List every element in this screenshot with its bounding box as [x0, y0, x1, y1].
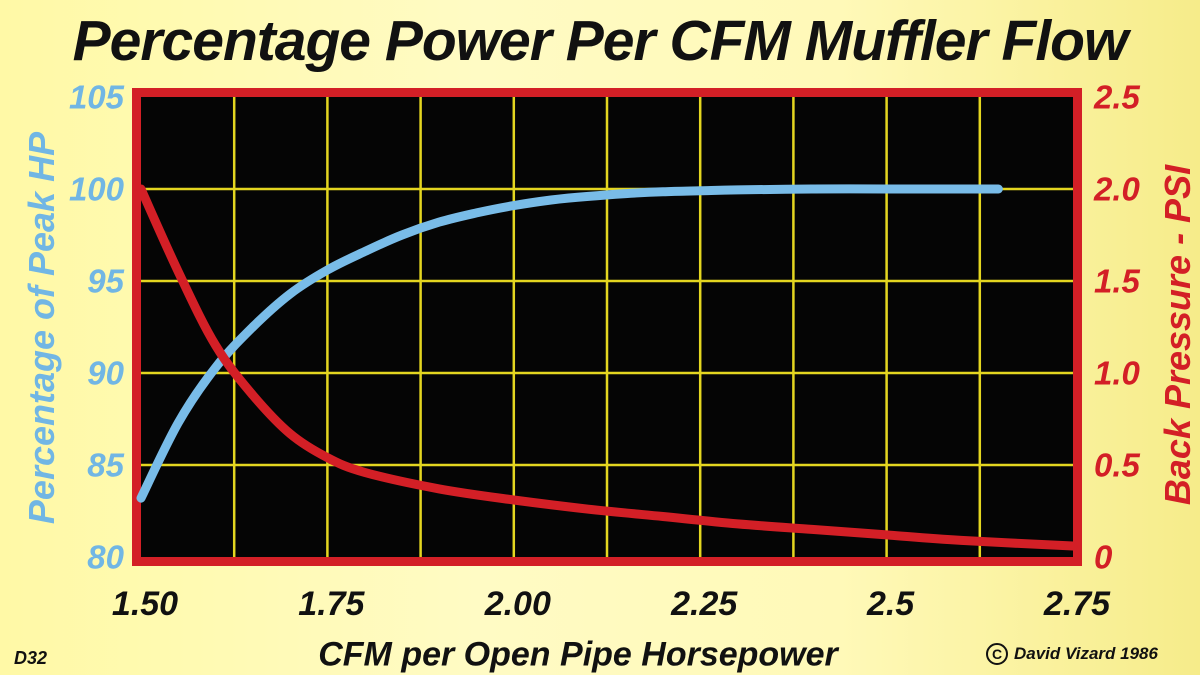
series-line-percentage-hp	[136, 184, 1003, 503]
y-left-tick-label: 100	[69, 171, 125, 208]
credit-text: David Vizard 1986	[1014, 644, 1158, 663]
x-tick-label: 1.75	[298, 585, 365, 623]
y-left-tick-label: 80	[87, 539, 124, 576]
x-axis-title: CFM per Open Pipe Horsepower	[318, 635, 838, 674]
x-tick-label: 1.50	[112, 585, 178, 623]
copyright-credit: C David Vizard 1986	[986, 643, 1158, 665]
copyright-icon: C	[986, 643, 1008, 665]
y-right-tick-label: 2.0	[1093, 171, 1141, 208]
y-left-tick-label: 95	[87, 263, 124, 300]
x-tick-label: 2.25	[670, 585, 738, 623]
x-tick-label: 2.00	[484, 585, 551, 623]
x-tick-label: 2.75	[1043, 585, 1111, 623]
series-line-back-pressure	[136, 184, 1078, 551]
y-left-tick-label: 105	[69, 79, 125, 116]
y-right-tick-label: 0	[1094, 539, 1113, 576]
grid-layer	[141, 97, 1073, 557]
y-right-tick-label: 0.5	[1094, 447, 1141, 484]
y-axis-left-title: Percentage of Peak HP	[21, 131, 62, 525]
y-axis-right-title: Back Pressure - PSI	[1157, 164, 1198, 506]
y-right-tick-label: 2.5	[1093, 79, 1141, 116]
chart-title: Percentage Power Per CFM Muffler Flow	[72, 9, 1129, 73]
series-layer	[136, 184, 1078, 551]
y-left-tick-label: 85	[87, 447, 124, 484]
x-tick-label: 2.5	[866, 585, 915, 623]
y-left-tick-label: 90	[87, 355, 124, 392]
figure-code: D32	[14, 648, 48, 668]
tick-layer: 1.50 1.75 2.00 2.25 2.5 2.75 80 85 90 95 100 105 0 0.…	[69, 79, 1141, 624]
y-right-tick-label: 1.5	[1094, 263, 1141, 300]
y-right-tick-label: 1.0	[1094, 355, 1141, 392]
